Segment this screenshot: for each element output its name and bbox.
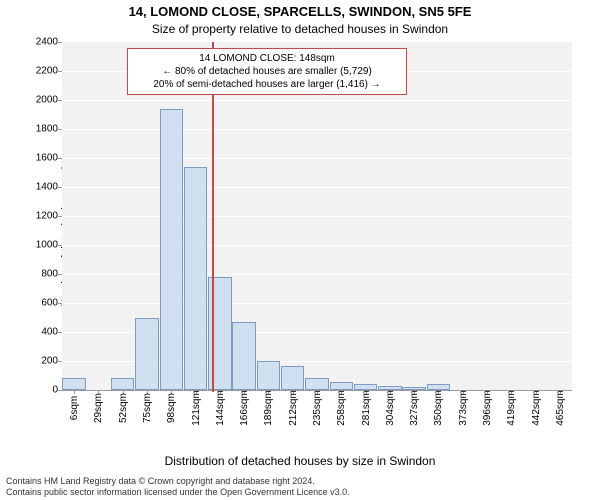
gridline [62,303,572,304]
x-tick-label: 350sqm [433,390,444,426]
x-tick-label: 396sqm [482,390,493,426]
bar [62,378,85,390]
x-tick-label: 98sqm [166,393,177,423]
y-tick-label: 2200 [36,66,62,77]
y-tick-label: 800 [41,269,62,280]
x-tick-mark [74,390,75,394]
footnote-line1: Contains HM Land Registry data © Crown c… [6,476,600,487]
gridline [62,274,572,275]
x-tick-label: 327sqm [409,390,420,426]
gridline [62,158,572,159]
bar [111,378,134,390]
y-tick-label: 200 [41,356,62,367]
x-tick-label: 6sqm [69,396,80,420]
x-tick-label: 235sqm [312,390,323,426]
x-tick-label: 52sqm [118,393,129,423]
x-tick-label: 281sqm [361,390,372,426]
bar [184,167,207,390]
y-tick-label: 0 [52,385,62,396]
x-tick-label: 212sqm [288,390,299,426]
x-tick-label: 29sqm [93,393,104,423]
gridline [62,245,572,246]
bar [257,361,280,390]
x-tick-label: 189sqm [263,390,274,426]
x-tick-label: 465sqm [555,390,566,426]
gridline [62,100,572,101]
y-tick-label: 2000 [36,95,62,106]
bar [160,109,183,390]
bar [135,318,158,391]
gridline [62,129,572,130]
x-tick-label: 442sqm [531,390,542,426]
y-tick-label: 1200 [36,211,62,222]
x-tick-label: 419sqm [506,390,517,426]
bar [305,378,328,390]
y-tick-label: 600 [41,298,62,309]
y-tick-label: 2400 [36,37,62,48]
annotation-box: 14 LOMOND CLOSE: 148sqm← 80% of detached… [127,48,407,95]
chart-title-main: 14, LOMOND CLOSE, SPARCELLS, SWINDON, SN… [0,4,600,19]
gridline [62,216,572,217]
bar [330,382,353,390]
chart-title-sub: Size of property relative to detached ho… [0,22,600,36]
y-tick-label: 1400 [36,182,62,193]
y-tick-label: 1600 [36,153,62,164]
plot-area: 0200400600800100012001400160018002000220… [62,42,572,391]
x-tick-label: 75sqm [142,393,153,423]
x-tick-label: 121sqm [191,390,202,426]
y-tick-label: 400 [41,327,62,338]
y-tick-label: 1800 [36,124,62,135]
gridline [62,187,572,188]
x-axis-label: Distribution of detached houses by size … [0,454,600,468]
y-tick-label: 1000 [36,240,62,251]
annotation-line2: ← 80% of detached houses are smaller (5,… [134,65,400,78]
annotation-line3: 20% of semi-detached houses are larger (… [134,78,400,91]
x-tick-label: 144sqm [215,390,226,426]
x-tick-label: 304sqm [385,390,396,426]
chart-container: 14, LOMOND CLOSE, SPARCELLS, SWINDON, SN… [0,0,600,500]
bar [232,322,255,390]
annotation-line1: 14 LOMOND CLOSE: 148sqm [134,52,400,65]
x-tick-label: 373sqm [458,390,469,426]
footnote-line2: Contains public sector information licen… [6,487,600,498]
bar [281,366,304,390]
x-tick-label: 258sqm [336,390,347,426]
x-tick-label: 166sqm [239,390,250,426]
footnote: Contains HM Land Registry data © Crown c… [6,476,600,499]
